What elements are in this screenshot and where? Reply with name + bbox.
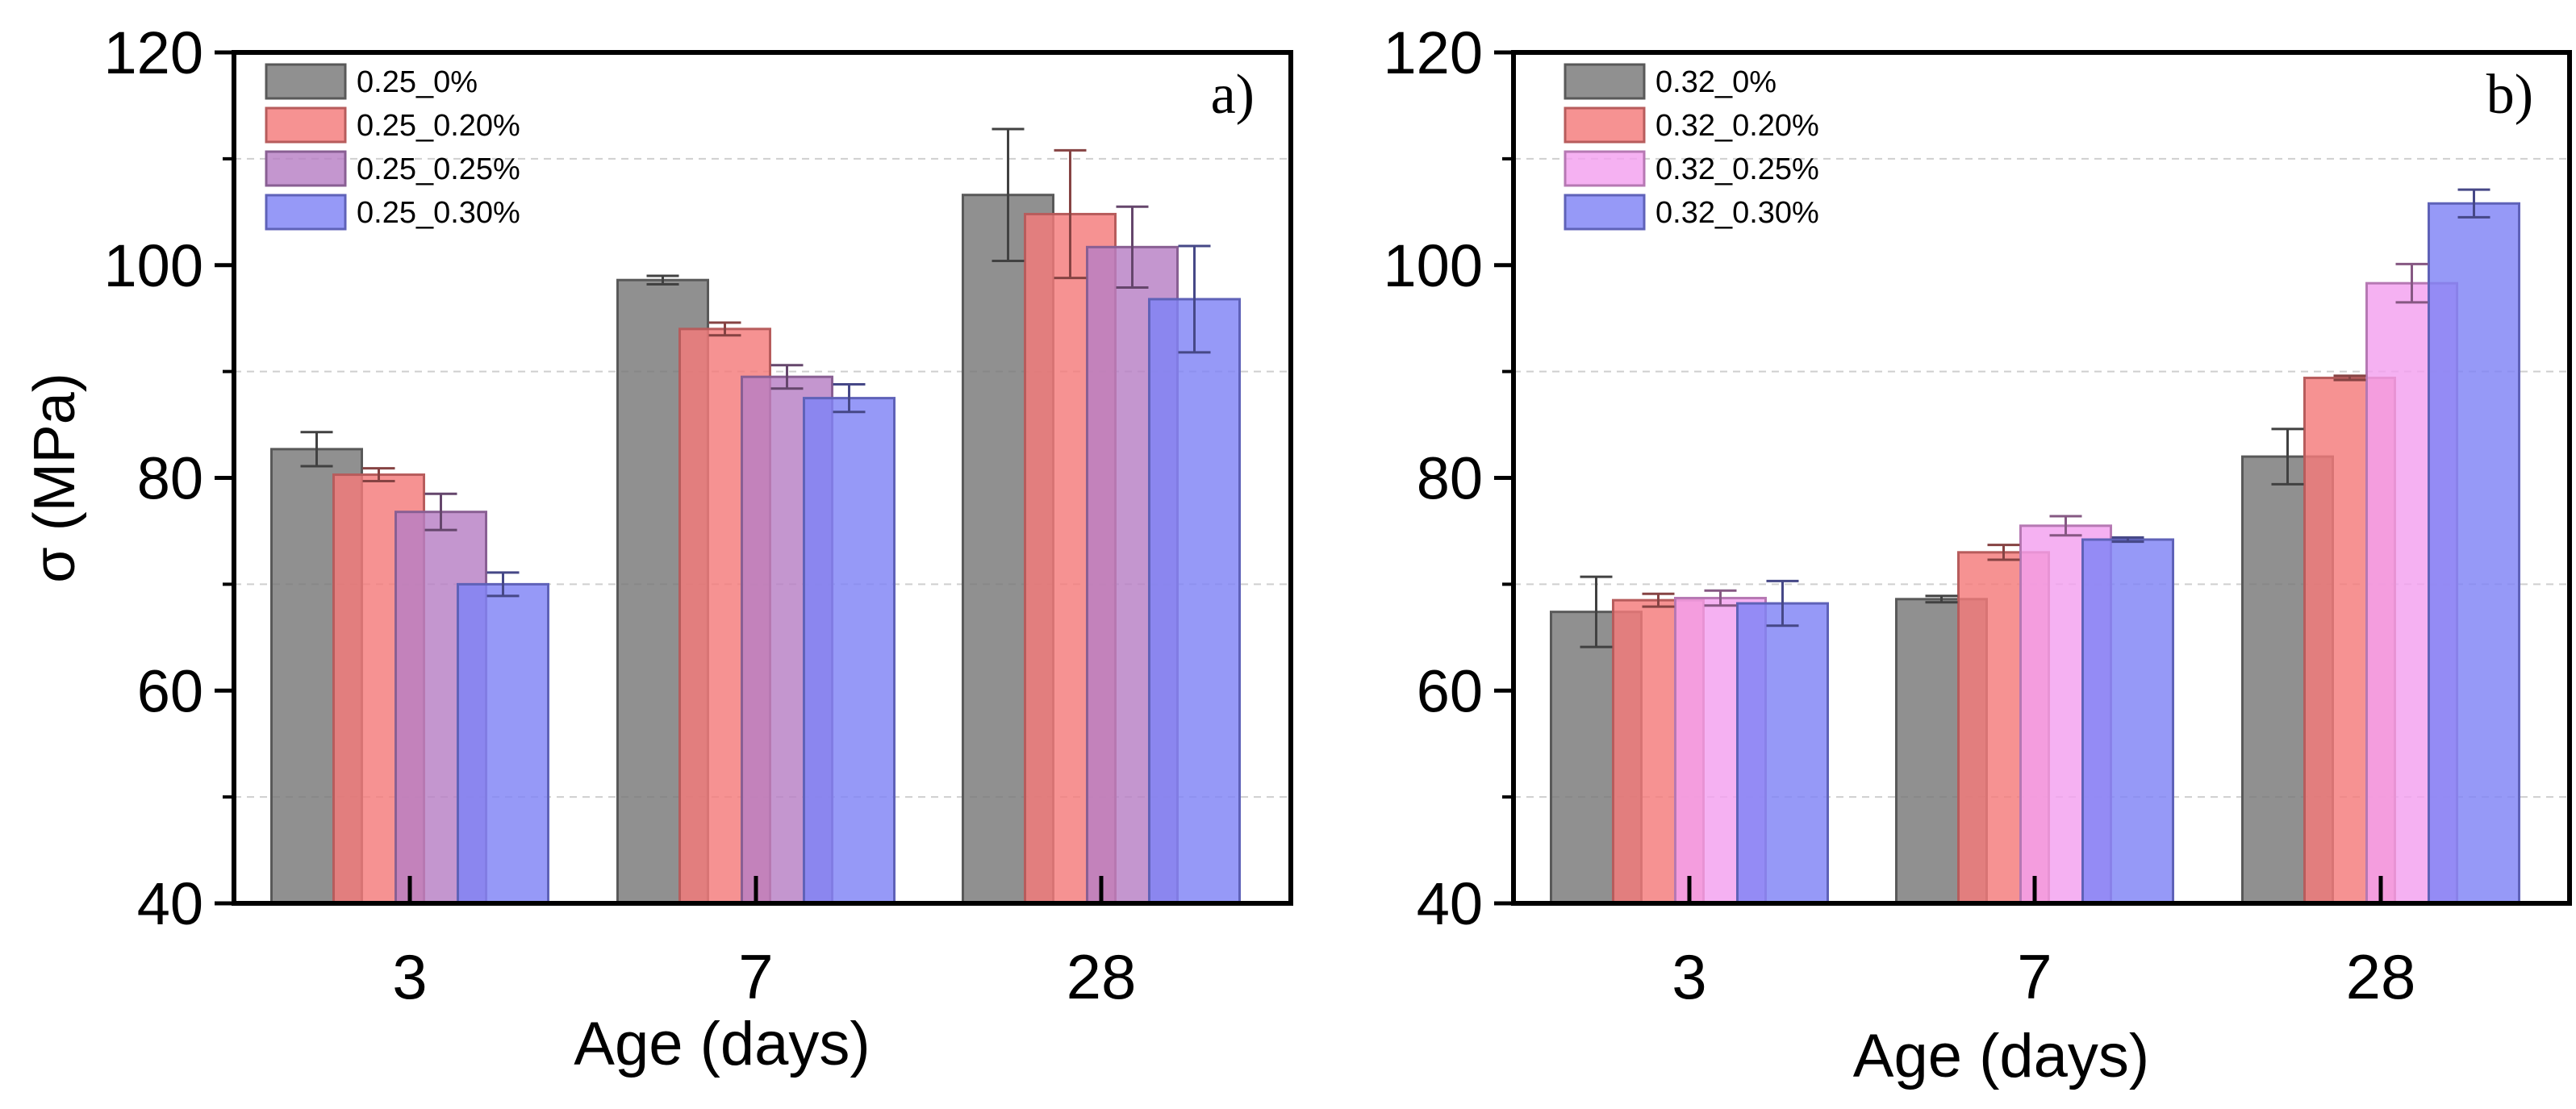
x-tick-label: 7 (2017, 941, 2052, 1012)
y-tick-label: 120 (1384, 19, 1483, 86)
y-tick-label: 40 (137, 870, 203, 937)
y-tick-label: 100 (1384, 232, 1483, 299)
x-tick-label: 3 (1672, 941, 1706, 1012)
legend-swatch (1564, 63, 1646, 100)
legend-label: 0.25_0% (357, 65, 478, 99)
bar (803, 397, 896, 905)
y-tick-label: 120 (104, 19, 203, 86)
legend-swatch (265, 63, 347, 100)
series-3 (1736, 202, 2520, 905)
series-3 (457, 298, 1241, 905)
x-axis-label: Age (days) (574, 1010, 870, 1078)
bar (2081, 538, 2174, 905)
y-tick-label: 60 (1417, 657, 1483, 724)
legend-swatch (265, 106, 347, 144)
bar (2428, 202, 2520, 905)
legend-swatch (265, 194, 347, 231)
bar (457, 582, 549, 905)
legend: 0.25_0% 0.25_0.20% 0.25_0.25% 0.25_0.30% (265, 63, 520, 231)
legend-label: 0.32_0.30% (1655, 196, 1819, 230)
legend-swatch (1564, 150, 1646, 187)
legend-label: 0.32_0.20% (1655, 109, 1819, 143)
y-tick-label: 80 (137, 445, 203, 512)
legend-swatch (1564, 106, 1646, 144)
legend-label: 0.32_0% (1655, 65, 1776, 99)
y-tick-label: 80 (1417, 445, 1483, 512)
legend: 0.32_0% 0.32_0.20% 0.32_0.25% 0.32_0.30% (1564, 63, 1819, 231)
legend-label: 0.25_0.25% (357, 152, 520, 186)
x-tick-label: 28 (2346, 941, 2416, 1012)
panel-tag: a) (1211, 64, 1255, 126)
panel-a: 40 60 80 100 120 3 7 28 Age (days) σ (MPa) a) 0.25_… (23, 19, 1293, 1078)
x-axis-label: Age (days) (1853, 1022, 2150, 1090)
x-tick-label: 7 (738, 941, 773, 1012)
panel-tag: b) (2486, 64, 2533, 126)
bar (1148, 298, 1241, 905)
y-tick-label: 100 (104, 232, 203, 299)
legend-swatch (1564, 194, 1646, 231)
x-tick-label: 28 (1067, 941, 1137, 1012)
y-tick-label: 40 (1417, 870, 1483, 937)
y-axis-label: σ (MPa) (23, 373, 87, 582)
bar (1736, 602, 1829, 905)
legend-label: 0.32_0.25% (1655, 152, 1819, 186)
legend-label: 0.25_0.20% (357, 109, 520, 143)
x-tick-label: 3 (392, 941, 427, 1012)
legend-swatch (265, 150, 347, 187)
y-tick-label: 60 (137, 657, 203, 724)
legend-label: 0.25_0.30% (357, 196, 520, 230)
